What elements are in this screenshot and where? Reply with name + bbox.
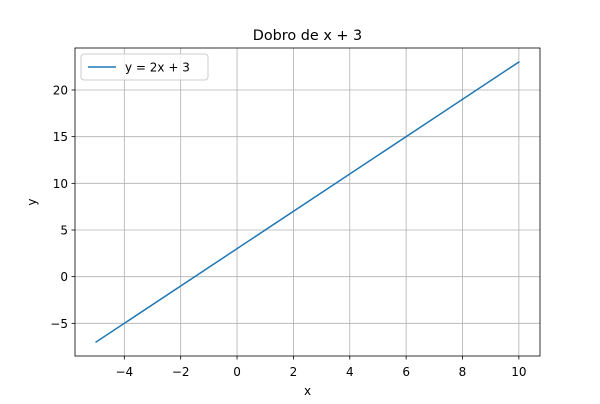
x-tick-label: 6 xyxy=(402,365,410,379)
grid xyxy=(75,48,540,356)
legend: y = 2x + 3 xyxy=(80,53,209,81)
x-tick-label: −2 xyxy=(172,365,190,379)
legend-label: y = 2x + 3 xyxy=(125,61,190,75)
y-axis-label: y xyxy=(25,198,39,205)
y-tick-label: 20 xyxy=(53,84,68,98)
plot-frame xyxy=(74,47,541,357)
x-axis-label: x xyxy=(304,384,311,398)
x-tick-label: 10 xyxy=(511,365,526,379)
x-tick-label: 0 xyxy=(233,365,241,379)
x-tick-label: −4 xyxy=(115,365,133,379)
legend-box xyxy=(80,53,209,81)
y-tick-label: 5 xyxy=(60,224,68,238)
y-axis-ticks: −5 0 5 10 15 20 xyxy=(50,84,75,331)
y-tick-label: −5 xyxy=(50,317,68,331)
series-line xyxy=(95,60,520,344)
y-tick-label: 10 xyxy=(53,177,68,191)
x-axis-ticks: −4 −2 0 2 4 6 8 10 xyxy=(115,356,527,379)
series-layer xyxy=(95,60,520,344)
y-tick-label: 15 xyxy=(53,130,68,144)
y-tick-label: 0 xyxy=(60,270,68,284)
chart-title: Dobro de x + 3 xyxy=(253,28,362,44)
x-tick-label: 8 xyxy=(459,365,467,379)
x-tick-label: 4 xyxy=(346,365,354,379)
x-tick-label: 2 xyxy=(290,365,298,379)
